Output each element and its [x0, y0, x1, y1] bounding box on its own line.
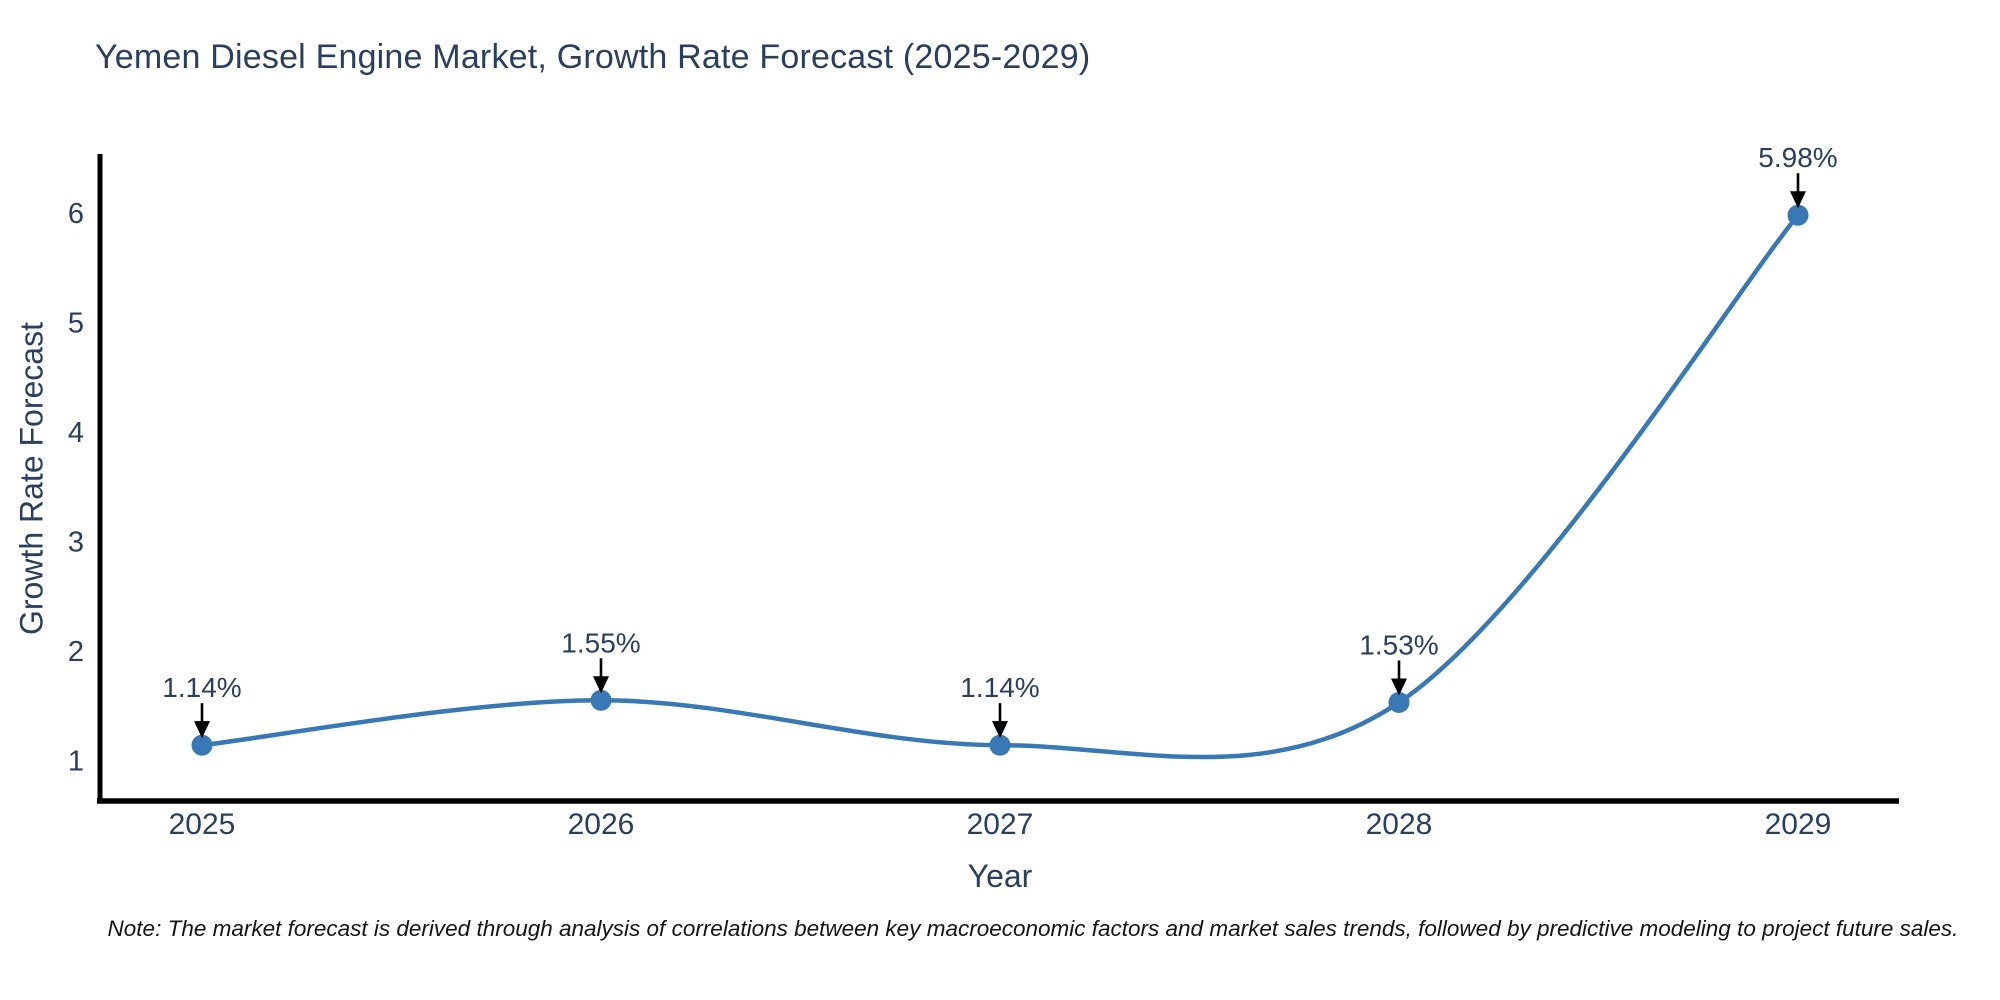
x-tick-label-2029: 2029: [1765, 808, 1832, 841]
data-point-2029: [1787, 204, 1809, 226]
annotation-label-2026: 1.55%: [561, 627, 640, 658]
annotation-arrow-head-2025: [194, 721, 210, 739]
x-axis-title: Year: [967, 858, 1033, 894]
data-point-2028: [1388, 691, 1410, 713]
y-tick-label-3: 3: [68, 527, 84, 559]
y-tick-label-5: 5: [68, 308, 84, 340]
annotation-arrow-head-2026: [593, 676, 609, 694]
footnote: Note: The market forecast is derived thr…: [107, 916, 1959, 941]
annotation-label-2029: 5.98%: [1758, 142, 1837, 173]
x-tick-label-2025: 2025: [169, 808, 236, 841]
chart-title: Yemen Diesel Engine Market, Growth Rate …: [95, 38, 1091, 76]
x-tick-label-2026: 2026: [568, 808, 635, 841]
x-tick-label-2027: 2027: [967, 808, 1034, 841]
y-tick-label-1: 1: [68, 746, 84, 778]
data-point-2027: [989, 734, 1011, 756]
annotation-label-2025: 1.14%: [162, 672, 241, 703]
data-point-2025: [191, 734, 213, 756]
y-tick-label-2: 2: [68, 636, 84, 668]
data-point-2026: [590, 689, 612, 711]
annotation-label-2027: 1.14%: [960, 672, 1039, 703]
x-tick-label-2028: 2028: [1366, 808, 1433, 841]
y-tick-label-6: 6: [68, 198, 84, 230]
annotation-arrow-head-2028: [1391, 678, 1407, 696]
annotation-label-2028: 1.53%: [1359, 629, 1438, 660]
y-tick-label-4: 4: [68, 417, 84, 449]
forecast-line: [199, 212, 1801, 760]
annotation-arrow-head-2029: [1790, 191, 1806, 209]
annotation-arrow-head-2027: [992, 721, 1008, 739]
